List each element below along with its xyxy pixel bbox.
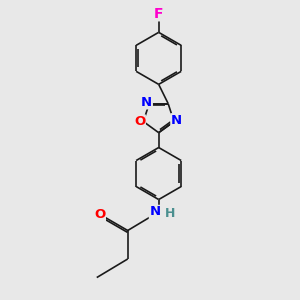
Text: F: F bbox=[154, 7, 164, 21]
Text: N: N bbox=[149, 206, 161, 218]
Text: O: O bbox=[94, 208, 105, 221]
Text: N: N bbox=[171, 114, 182, 127]
Text: N: N bbox=[141, 96, 152, 109]
Text: O: O bbox=[134, 115, 145, 128]
Text: H: H bbox=[165, 207, 175, 220]
